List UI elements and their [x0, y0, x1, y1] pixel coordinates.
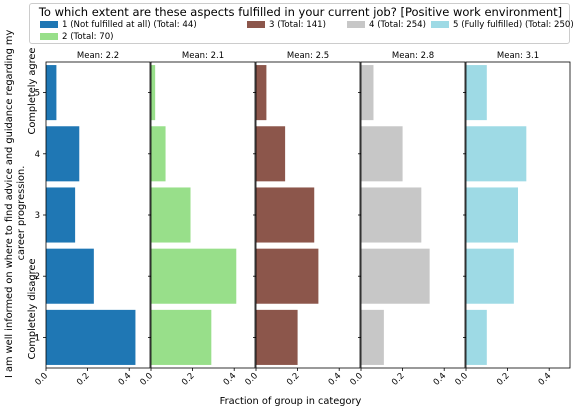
- bar-panel5-cat5: [466, 65, 487, 121]
- bar-panel3-cat5: [256, 65, 267, 121]
- legend-item-3: 3 (Total: 141): [247, 20, 326, 30]
- bar-panel4-cat2: [361, 248, 430, 304]
- legend-label-4: 4 (Total: 254): [369, 20, 427, 30]
- legend-swatch-1: [40, 21, 58, 28]
- x-tick-label-panel2-2: 0.4: [222, 371, 239, 388]
- bar-panel2-cat5: [151, 65, 156, 121]
- y-tick-label-2: 2: [35, 272, 40, 282]
- mean-label-3: Mean: 2.5: [287, 51, 329, 61]
- legend-item-1: 1 (Not fulfilled at all) (Total: 44): [40, 20, 197, 30]
- mean-label-1: Mean: 2.2: [77, 51, 119, 61]
- x-tick-label-panel3-2: 0.4: [327, 371, 344, 388]
- bar-panel5-cat4: [466, 126, 527, 182]
- mean-label-5: Mean: 3.1: [497, 51, 539, 61]
- mean-label-4: Mean: 2.8: [392, 51, 434, 61]
- legend-swatch-5: [431, 21, 449, 28]
- bar-panel3-cat3: [256, 187, 315, 243]
- y-tick-label-1: 1: [35, 333, 40, 343]
- bar-panel2-cat3: [151, 187, 191, 243]
- legend-swatch-2: [40, 33, 58, 40]
- x-tick-label-panel3-1: 0.2: [285, 371, 302, 388]
- x-tick-label-panel5-0: 0.0: [453, 371, 470, 388]
- bar-panel3-cat1: [256, 309, 298, 365]
- bar-panel4-cat1: [361, 309, 384, 365]
- bar-panel2-cat1: [151, 309, 212, 365]
- x-tick-label-panel4-2: 0.4: [432, 371, 449, 388]
- legend-title: To which extent are these aspects fulfil…: [38, 5, 563, 19]
- y-tick-label-5: 5: [35, 89, 40, 99]
- y-tick-label-3: 3: [35, 211, 40, 221]
- bar-panel2-cat2: [151, 248, 237, 304]
- legend-item-5: 5 (Fully fulfilled) (Total: 250): [431, 20, 574, 30]
- x-tick-label-panel3-0: 0.0: [243, 371, 260, 388]
- x-tick-label-panel2-1: 0.2: [180, 371, 197, 388]
- legend-label-1: 1 (Not fulfilled at all) (Total: 44): [62, 20, 197, 30]
- x-tick-label-panel4-0: 0.0: [348, 371, 365, 388]
- bar-panel3-cat2: [256, 248, 319, 304]
- bar-panel4-cat3: [361, 187, 422, 243]
- legend-label-5: 5 (Fully fulfilled) (Total: 250): [453, 20, 574, 30]
- legend-swatch-4: [347, 21, 365, 28]
- legend-item-4: 4 (Total: 254): [347, 20, 426, 30]
- legend: To which extent are these aspects fulfil…: [29, 3, 574, 44]
- bar-panel4-cat5: [361, 65, 374, 121]
- bar-panel1-cat5: [46, 65, 57, 121]
- bar-panel5-cat1: [466, 309, 487, 365]
- x-tick-label-panel5-2: 0.4: [537, 371, 554, 388]
- bar-panel1-cat4: [46, 126, 80, 182]
- legend-label-2: 2 (Total: 70): [62, 32, 114, 42]
- bar-panel3-cat4: [256, 126, 286, 182]
- mean-label-2: Mean: 2.1: [182, 51, 224, 61]
- bar-panel5-cat3: [466, 187, 518, 243]
- bar-panel1-cat3: [46, 187, 76, 243]
- legend-label-3: 3 (Total: 141): [269, 20, 327, 30]
- bar-panel1-cat1: [46, 309, 136, 365]
- x-tick-label-panel2-0: 0.0: [138, 371, 155, 388]
- legend-item-2: 2 (Total: 70): [40, 32, 114, 42]
- x-axis-label: Fraction of group in category: [219, 396, 362, 407]
- x-tick-label-panel1-2: 0.4: [117, 371, 134, 388]
- x-tick-label-panel1-0: 0.0: [33, 371, 50, 388]
- legend-swatch-3: [247, 21, 265, 28]
- x-tick-label-panel5-1: 0.2: [495, 371, 512, 388]
- x-tick-label-panel4-1: 0.2: [390, 371, 407, 388]
- bar-panel4-cat4: [361, 126, 403, 182]
- x-tick-label-panel1-1: 0.2: [75, 371, 92, 388]
- bar-panel1-cat2: [46, 248, 94, 304]
- bar-panel5-cat2: [466, 248, 514, 304]
- bar-panel2-cat4: [151, 126, 166, 182]
- y-tick-label-4: 4: [35, 150, 40, 160]
